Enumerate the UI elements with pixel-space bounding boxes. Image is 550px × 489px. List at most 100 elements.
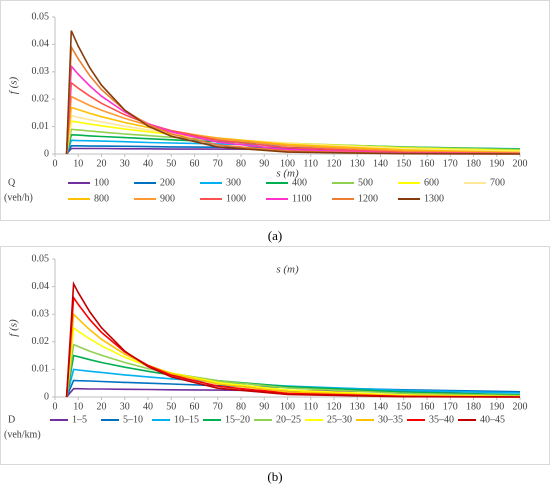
data-line: [65, 95, 521, 155]
x-tick-label: 160: [420, 401, 435, 412]
panel-caption: (b): [267, 469, 282, 484]
y-tick-label: 0.01: [32, 121, 50, 132]
x-tick-label: 150: [396, 401, 411, 412]
x-tick-label: 160: [420, 158, 435, 169]
x-tick-label: 180: [466, 158, 481, 169]
legend-label: 200: [160, 177, 175, 188]
x-axis-label: s (m): [276, 168, 299, 180]
data-line: [65, 343, 521, 398]
y-axis-label: f (s): [8, 319, 20, 337]
data-line: [65, 326, 521, 398]
legend-label: 500: [358, 177, 373, 188]
x-tick-label: 80: [236, 158, 246, 169]
data-line: [65, 280, 521, 398]
legend-label: 40–45: [480, 414, 505, 425]
x-tick-label: 180: [466, 401, 481, 412]
x-tick-label: 70: [213, 401, 223, 412]
y-tick-label: 0: [44, 148, 49, 159]
x-tick-label: 10: [73, 401, 83, 412]
data-line: [65, 114, 521, 155]
x-tick-label: 90: [259, 401, 269, 412]
legend-label: 20–25: [276, 414, 301, 425]
x-tick-label: 100: [280, 401, 295, 412]
x-tick-label: 110: [303, 158, 318, 169]
x-tick-label: 40: [143, 158, 153, 169]
x-tick-label: 190: [489, 158, 504, 169]
y-tick-label: 0.02: [32, 93, 50, 104]
legend-label: 600: [424, 177, 439, 188]
legend-label: 15–20: [225, 414, 250, 425]
x-tick-label: 120: [327, 158, 342, 169]
legend-label: 100: [94, 177, 109, 188]
x-tick-label: 50: [166, 158, 176, 169]
data-line: [65, 81, 521, 155]
y-tick-label: 0.05: [32, 11, 50, 22]
x-tick-label: 90: [259, 158, 269, 169]
legend-label: 300: [226, 177, 241, 188]
x-tick-label: 0: [53, 401, 58, 412]
legend-label: 800: [94, 193, 109, 204]
legend-title: Q: [8, 177, 16, 188]
x-tick-label: 200: [513, 401, 528, 412]
legend-label: 35–40: [429, 414, 454, 425]
panel-frame: [0, 246, 550, 465]
x-tick-label: 50: [166, 401, 176, 412]
x-tick-label: 130: [350, 158, 365, 169]
data-line: [65, 312, 521, 398]
data-line: [65, 64, 521, 155]
legend-label: 10–15: [174, 414, 199, 425]
legend-label: 700: [490, 177, 505, 188]
x-tick-label: 30: [120, 158, 130, 169]
x-tick-label: 0: [53, 158, 58, 169]
y-tick-label: 0.03: [32, 308, 50, 319]
y-tick-label: 0.02: [32, 336, 50, 347]
legend-subtitle: (veh/km): [4, 429, 41, 440]
legend-label: 1100: [292, 193, 312, 204]
x-tick-label: 170: [443, 401, 458, 412]
data-line: [65, 147, 521, 155]
y-axis-label: f (s): [8, 76, 20, 94]
data-line: [65, 354, 521, 398]
x-tick-label: 200: [513, 158, 528, 169]
x-tick-label: 70: [213, 158, 223, 169]
y-tick-label: 0.03: [32, 66, 50, 77]
legend-label: 30–35: [378, 414, 403, 425]
legend-label: 900: [160, 193, 175, 204]
legend-label: 400: [292, 177, 307, 188]
x-tick-label: 150: [396, 158, 411, 169]
data-line: [65, 106, 521, 155]
y-tick-label: 0.04: [32, 281, 50, 292]
legend-label: 1200: [358, 193, 378, 204]
x-tick-label: 110: [303, 401, 318, 412]
x-tick-label: 190: [489, 401, 504, 412]
x-tick-label: 20: [97, 158, 107, 169]
x-tick-label: 40: [143, 401, 153, 412]
y-tick-label: 0.05: [32, 253, 50, 264]
legend-label: 5–10: [123, 414, 143, 425]
x-tick-label: 140: [373, 401, 388, 412]
data-line: [65, 30, 521, 155]
x-tick-label: 170: [443, 158, 458, 169]
x-tick-label: 60: [190, 401, 200, 412]
x-tick-label: 80: [236, 401, 246, 412]
x-tick-label: 10: [73, 158, 83, 169]
legend-label: 1000: [226, 193, 246, 204]
x-tick-label: 60: [190, 158, 200, 169]
legend-subtitle: (veh/h): [4, 192, 33, 203]
y-tick-label: 0.04: [32, 39, 50, 50]
x-tick-label: 20: [97, 401, 107, 412]
x-tick-label: 140: [373, 158, 388, 169]
x-tick-label: 120: [327, 401, 342, 412]
y-tick-label: 0.01: [32, 364, 50, 375]
x-axis-label: s (m): [276, 264, 299, 276]
x-tick-label: 100: [280, 158, 295, 169]
legend-label: 1300: [424, 193, 444, 204]
x-tick-label: 130: [350, 401, 365, 412]
legend-title: D: [8, 414, 15, 425]
x-tick-label: 30: [120, 401, 130, 412]
legend-label: 1–5: [72, 414, 87, 425]
y-tick-label: 0: [44, 391, 49, 402]
panel-caption: (a): [268, 228, 282, 243]
